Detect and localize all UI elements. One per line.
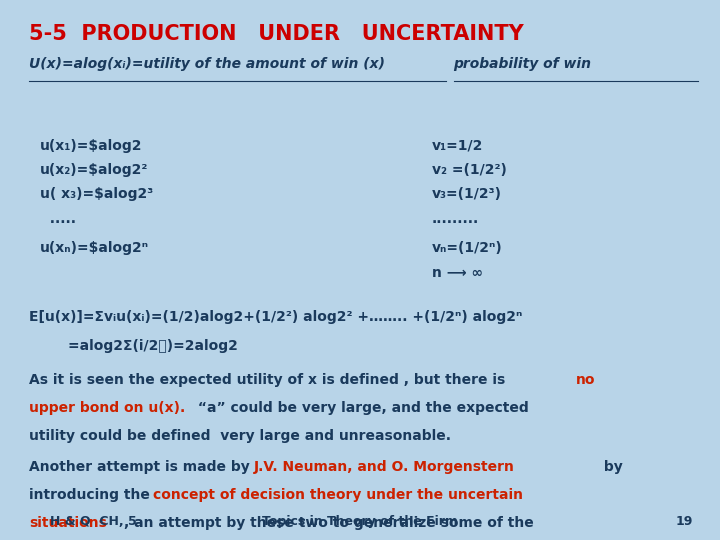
Text: situations: situations <box>29 516 107 530</box>
Text: As it is seen the expected utility of x is defined , but there is: As it is seen the expected utility of x … <box>29 373 510 387</box>
Text: v₁=1/2: v₁=1/2 <box>432 139 483 153</box>
Text: U(x)=alog(xᵢ)=utility of the amount of win (x): U(x)=alog(xᵢ)=utility of the amount of w… <box>29 57 384 71</box>
Text: no: no <box>576 373 595 387</box>
Text: v₂ =(1/2²): v₂ =(1/2²) <box>432 163 507 177</box>
Text: 5-5  PRODUCTION   UNDER   UNCERTAINTY: 5-5 PRODUCTION UNDER UNCERTAINTY <box>29 24 523 44</box>
Text: n ⟶ ∞: n ⟶ ∞ <box>432 266 483 280</box>
Text: utility could be defined  very large and unreasonable.: utility could be defined very large and … <box>29 429 451 443</box>
Text: concept of decision theory under the uncertain: concept of decision theory under the unc… <box>153 488 523 502</box>
Text: by: by <box>599 460 623 474</box>
Text: u(xₙ)=$alog2ⁿ: u(xₙ)=$alog2ⁿ <box>40 241 149 255</box>
Text: 19: 19 <box>675 515 693 528</box>
Text: .....: ..... <box>40 212 76 226</box>
Text: v₃=(1/2³): v₃=(1/2³) <box>432 187 502 201</box>
Text: E[u(x)]=Σvᵢu(xᵢ)=(1/2)alog2+(1/2²) alog2² +…….. +(1/2ⁿ) alog2ⁿ: E[u(x)]=Σvᵢu(xᵢ)=(1/2)alog2+(1/2²) alog2… <box>29 310 522 325</box>
Text: upper bond on u(x).: upper bond on u(x). <box>29 401 185 415</box>
Text: probability of win: probability of win <box>454 57 592 71</box>
Text: .........: ......... <box>432 212 480 226</box>
Text: introducing the: introducing the <box>29 488 155 502</box>
Text: u(x₂)=$alog2²: u(x₂)=$alog2² <box>40 163 148 177</box>
Text: “a” could be very large, and the expected: “a” could be very large, and the expecte… <box>193 401 528 415</box>
Text: u(x₁)=$alog2: u(x₁)=$alog2 <box>40 139 142 153</box>
Text: H & Q  CH, 5: H & Q CH, 5 <box>50 515 137 528</box>
Text: J.V. Neuman, and O. Morgenstern: J.V. Neuman, and O. Morgenstern <box>253 460 514 474</box>
Text: Topics in Theory of the Firm: Topics in Theory of the Firm <box>262 515 458 528</box>
Text: =alog2Σ(i/2⁩)=2alog2: =alog2Σ(i/2⁩)=2alog2 <box>29 339 238 353</box>
Text: Another attempt is made by: Another attempt is made by <box>29 460 254 474</box>
Text: , an attempt by these two to generalize some of the: , an attempt by these two to generalize … <box>124 516 534 530</box>
Text: vₙ=(1/2ⁿ): vₙ=(1/2ⁿ) <box>432 241 503 255</box>
Text: u( x₃)=$alog2³: u( x₃)=$alog2³ <box>40 187 153 201</box>
